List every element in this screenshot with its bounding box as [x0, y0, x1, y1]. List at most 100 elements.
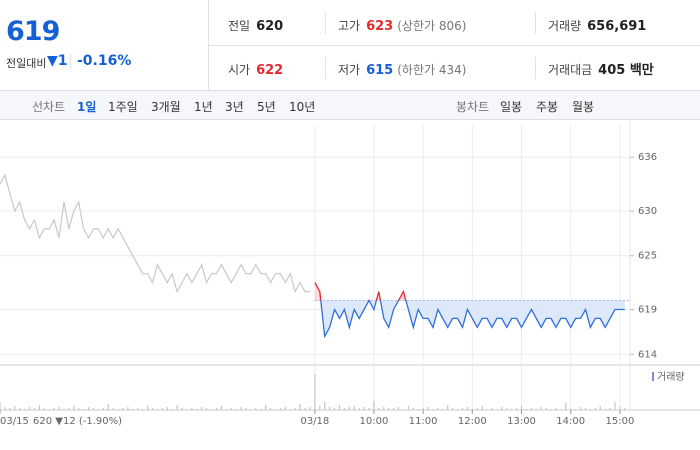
volume-bar — [422, 408, 424, 410]
volume-bar — [235, 409, 237, 410]
volume-bar — [530, 408, 532, 410]
volume-bar — [491, 408, 493, 410]
volume-bar — [284, 407, 286, 410]
volume-bar — [309, 407, 311, 410]
x-tick-label: 15:00 — [606, 416, 635, 427]
volume-bar — [432, 409, 434, 410]
volume-bar — [304, 408, 306, 410]
divider — [208, 45, 700, 46]
change-label: 전일대비 — [6, 57, 47, 70]
volume-bar — [186, 409, 188, 410]
volume-bar — [516, 408, 518, 410]
volume-bar — [447, 405, 449, 410]
volume-bar — [378, 408, 380, 410]
volume-bar — [604, 409, 606, 410]
volume-bar — [319, 406, 321, 410]
change-rate: -0.16% — [77, 53, 132, 69]
volume-bar — [496, 409, 498, 410]
volume-bar — [520, 406, 523, 410]
volume-bar — [412, 408, 414, 410]
chart: 614 619 625 630 636 03/15 03/18 10:00 11:00 12:00… — [0, 120, 700, 427]
volume-bar — [535, 409, 537, 410]
volume-bar — [28, 407, 31, 410]
volume-bar — [540, 407, 542, 410]
volume-bar — [407, 406, 409, 410]
legend-marker — [652, 372, 654, 381]
stat: 거래대금 405 백만 — [548, 59, 654, 78]
volume-bar — [196, 409, 198, 410]
stat: 전일 620 — [228, 15, 283, 34]
volume-bar — [137, 408, 139, 410]
volume-bar — [171, 409, 173, 410]
volume-bar — [314, 374, 316, 410]
volume-bar — [279, 408, 282, 410]
volume-bar — [348, 407, 350, 410]
stat-label: 저가 — [338, 63, 361, 77]
volume-bar — [83, 409, 85, 410]
volume-bar — [14, 406, 16, 410]
volume-bar — [555, 408, 557, 410]
tab[interactable]: 일봉 — [500, 100, 523, 114]
volume-bar — [560, 409, 562, 410]
tab[interactable]: 3개월 — [151, 100, 181, 114]
volume-bar — [19, 408, 21, 410]
y-tick-label: 614 — [638, 349, 657, 360]
period-tabs: 선차트 봉차트 1일 1주일 3개월 1년 3년 5년 10년 일봉 주봉 월봉 — [0, 90, 700, 120]
volume-bar — [24, 409, 26, 410]
volume-bar — [584, 408, 587, 410]
legend-label: 거래량 — [657, 371, 685, 383]
volume-bar — [270, 408, 272, 410]
volume-bar — [33, 408, 36, 410]
volume-bar — [274, 409, 277, 410]
volume-bar — [570, 408, 572, 410]
volume-bar — [117, 409, 119, 410]
volume-bar — [250, 409, 252, 410]
divider — [70, 55, 71, 69]
tab[interactable]: 1일 — [77, 100, 97, 114]
volume-bar — [97, 409, 99, 410]
x-tick-label: 12:00 — [458, 416, 487, 427]
volume-bar — [127, 407, 129, 410]
stat: 저가 615 (하한가 434) — [338, 59, 466, 78]
volume-bar — [452, 408, 454, 410]
tab[interactable]: 1주일 — [108, 100, 138, 114]
volume-bar — [589, 409, 591, 410]
tab[interactable]: 1년 — [194, 100, 213, 114]
volume-bar — [442, 409, 444, 410]
volume-bar — [38, 405, 40, 410]
y-tick-label: 636 — [638, 152, 657, 163]
stat-note: (상한가 806) — [397, 19, 467, 33]
volume-bar — [565, 403, 567, 410]
x-tick-label: 13:00 — [507, 416, 536, 427]
volume-bar — [78, 408, 80, 410]
volume-bar — [265, 405, 267, 410]
tab[interactable]: 5년 — [257, 100, 276, 114]
volume-bar — [545, 408, 547, 410]
volume-bar — [501, 407, 503, 410]
stat-value: 622 — [256, 63, 284, 78]
volume-bar — [476, 408, 478, 410]
x-tick-label: 11:00 — [409, 416, 438, 427]
volume-bar — [609, 408, 611, 410]
stat-label: 거래대금 — [548, 63, 593, 77]
stat-value: 620 — [256, 19, 284, 34]
volume-bar — [112, 408, 114, 410]
volume-bar — [151, 408, 154, 410]
price-line — [0, 173, 310, 294]
stat-value: 405 백만 — [598, 63, 654, 78]
tab[interactable]: 10년 — [289, 100, 316, 114]
volume-bar — [220, 406, 222, 410]
stat-value: 656,691 — [587, 19, 647, 34]
x-tick-label: 03/15 — [0, 416, 29, 427]
tab[interactable]: 3년 — [225, 100, 244, 114]
tab[interactable]: 월봉 — [572, 100, 595, 114]
volume-bar — [461, 408, 464, 410]
tab[interactable]: 주봉 — [536, 100, 559, 114]
volume-bar — [161, 408, 163, 410]
volume-bar — [255, 408, 257, 410]
volume-bar — [579, 407, 582, 410]
volume-bar — [594, 408, 596, 410]
volume-bar — [550, 409, 552, 410]
volume-bar — [506, 408, 508, 410]
